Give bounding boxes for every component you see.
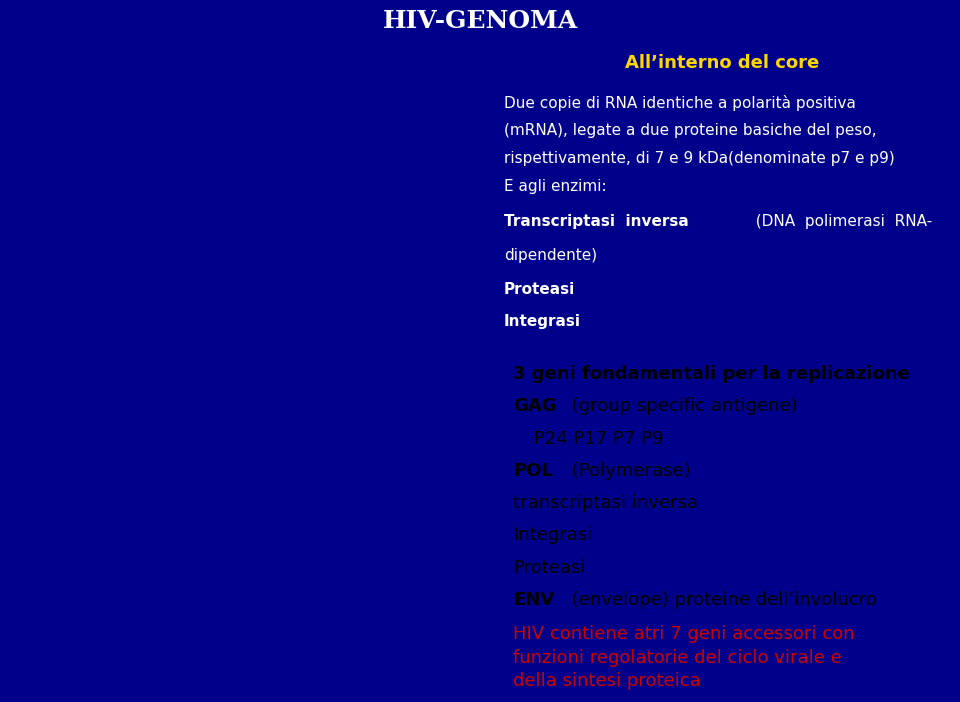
Text: Integrasi: Integrasi bbox=[514, 526, 592, 545]
Text: Due copie di RNA identiche a polarità positiva: Due copie di RNA identiche a polarità po… bbox=[504, 95, 855, 111]
Text: Integrasi: Integrasi bbox=[504, 314, 581, 329]
Text: All’interno del core: All’interno del core bbox=[625, 54, 820, 72]
Text: HIV-GENOMA: HIV-GENOMA bbox=[382, 9, 578, 33]
Text: Proteasi: Proteasi bbox=[504, 282, 575, 297]
Text: dipendente): dipendente) bbox=[504, 248, 597, 263]
Text: (DNA  polimerasi  RNA-: (DNA polimerasi RNA- bbox=[746, 213, 932, 229]
Text: transcriptasi inversa: transcriptasi inversa bbox=[514, 494, 698, 512]
Text: (mRNA), legate a due proteine basiche del peso,: (mRNA), legate a due proteine basiche de… bbox=[504, 123, 876, 138]
Text: (Polymerase): (Polymerase) bbox=[565, 462, 690, 480]
Text: (envelope) proteine dell’involucro: (envelope) proteine dell’involucro bbox=[565, 591, 876, 609]
Text: (group specific antigene): (group specific antigene) bbox=[565, 397, 797, 416]
Text: 3 geni fondamentali per la replicazione: 3 geni fondamentali per la replicazione bbox=[514, 365, 910, 383]
Text: Proteasi: Proteasi bbox=[514, 559, 586, 577]
Text: GAG: GAG bbox=[514, 397, 557, 416]
Text: ENV: ENV bbox=[514, 591, 555, 609]
Text: E agli enzimi:: E agli enzimi: bbox=[504, 179, 607, 194]
Text: POL: POL bbox=[514, 462, 553, 480]
Text: rispettivamente, di 7 e 9 kDa(denominate p7 e p9): rispettivamente, di 7 e 9 kDa(denominate… bbox=[504, 151, 895, 166]
Text: HIV contiene atri 7 geni accessori con
funzioni regolatorie del ciclo virale e
d: HIV contiene atri 7 geni accessori con f… bbox=[514, 625, 854, 690]
Text: Transcriptasi  inversa: Transcriptasi inversa bbox=[504, 213, 688, 229]
Text: P24 P17 P7 P9: P24 P17 P7 P9 bbox=[528, 430, 663, 448]
